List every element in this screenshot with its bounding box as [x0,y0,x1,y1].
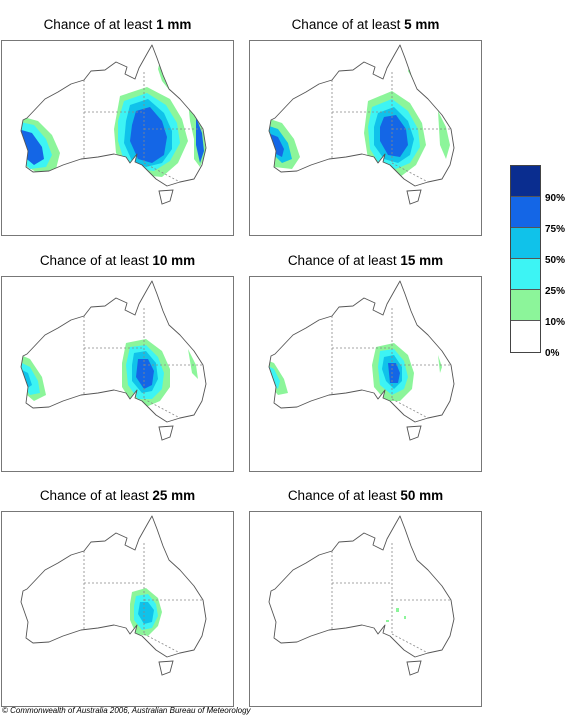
rain-probability-area [269,365,280,389]
panel-title: Chance of at least 1 mm [43,17,192,32]
panel-title: Chance of at least 50 mm [287,488,444,503]
state-border [143,162,181,183]
state-border [391,162,429,183]
legend-swatch-10-25 [511,290,540,321]
tasmania-coastline [406,189,422,205]
map-frame [249,511,482,707]
map-panel-25mm: Chance of at least 25 mm [1,487,234,707]
map-frame [249,40,482,236]
rain-probability-area [130,107,167,163]
map-panel-1mm: Chance of at least 1 mm [1,16,234,236]
tasmania-coastline [158,425,174,441]
rain-probability-area [138,602,154,624]
coastline [268,515,455,658]
state-border [391,633,429,654]
copyright-notice: © Commonwealth of Australia 2006, Austra… [2,706,251,715]
legend-swatch-0-10 [511,321,540,352]
map-frame [1,276,234,472]
rain-probability-layer [269,343,442,401]
rain-probability-area [380,115,408,157]
australia-map [20,515,207,676]
legend-tick-50: 50% [545,255,566,266]
tasmania-coastline [406,660,422,676]
rain-probability-layer [21,303,198,407]
map-panel-5mm: Chance of at least 5 mm [249,16,482,236]
panel-title: Chance of at least 15 mm [287,253,444,268]
panel-title: Chance of at least 25 mm [39,488,196,503]
rain-probability-layer [386,608,406,622]
map-panel-50mm: Chance of at least 50 mm [249,487,482,707]
coastline [20,280,207,423]
rain-probability-area [404,616,406,619]
map-panel-10mm: Chance of at least 10 mm [1,252,234,472]
australia-map [20,44,207,205]
legend-colorbar [510,165,541,353]
australia-map [268,44,455,205]
map-frame [1,511,234,707]
rain-probability-area [388,363,400,383]
legend-tick-10: 10% [545,317,566,328]
australia-map [268,515,455,676]
rain-probability-area [438,111,450,159]
rain-probability-area [396,608,399,612]
state-border [143,633,181,654]
coastline [268,280,455,423]
legend-tick-0: 0% [545,348,560,359]
legend-swatch-75-90 [511,197,540,228]
rain-probability-layer [269,63,450,177]
panel-title: Chance of at least 5 mm [291,17,440,32]
rain-probability-area [196,117,204,163]
tasmania-coastline [406,425,422,441]
state-border [391,398,429,419]
rain-probability-area [188,349,198,379]
panel-title: Chance of at least 10 mm [39,253,196,268]
legend-tick-25: 25% [545,286,566,297]
tasmania-coastline [158,189,174,205]
rain-probability-area [386,620,389,622]
rain-probability-layer [21,61,206,177]
rain-probability-area [438,355,442,373]
map-frame [1,40,234,236]
legend-swatch-90-100 [511,166,540,197]
australia-map [268,280,455,441]
legend-swatch-50-75 [511,228,540,259]
rain-probability-area [158,61,174,91]
coastline [20,515,207,658]
coastline [20,44,207,187]
tasmania-coastline [158,660,174,676]
coastline [268,44,455,187]
map-frame [249,276,482,472]
legend-tick-75: 75% [545,224,566,235]
map-panel-15mm: Chance of at least 15 mm [249,252,482,472]
legend-tick-90: 90% [545,193,566,204]
probability-legend: 90% 75% 50% 25% 10% 0% [510,165,565,359]
rain-probability-area [136,359,154,389]
australia-map [20,280,207,441]
legend-swatch-25-50 [511,259,540,290]
state-border [143,398,181,419]
